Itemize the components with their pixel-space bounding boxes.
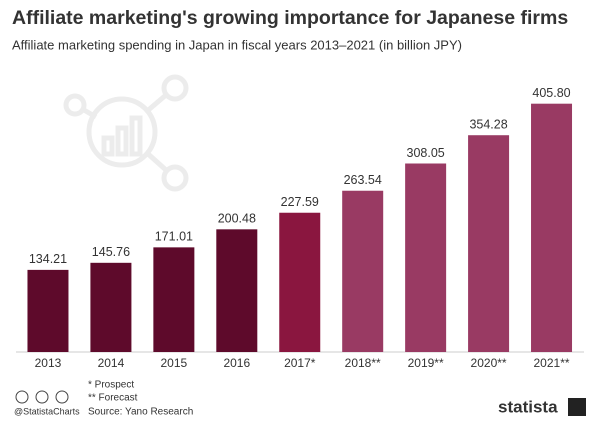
x-tick-label: 2020** [471,356,507,370]
note: ** Forecast [88,393,138,404]
x-tick-label: 2013 [35,356,62,370]
x-tick-label: 2021** [534,356,570,370]
bar [531,103,573,352]
cc-icons [15,390,69,404]
value-label: 171.01 [155,230,193,244]
brand-logo [568,398,586,416]
value-label: 200.48 [218,212,256,226]
value-label: 263.54 [344,173,382,187]
value-label: 145.76 [92,245,130,259]
x-tick-label: 2015 [161,356,188,370]
bar [216,229,258,352]
chart-title: Affiliate marketing's growing importance… [12,7,568,29]
x-tick-label: 2019** [408,356,444,370]
x-tick-label: 2016 [223,356,250,370]
x-tick-label: 2018** [345,356,381,370]
x-tick-label: 2014 [98,356,125,370]
bar [90,262,132,352]
x-tick-label: 2017* [284,356,316,370]
bar [153,247,195,352]
chart-subtitle: Affiliate marketing spending in Japan in… [12,37,462,52]
source: Source: Yano Research [88,407,193,418]
credit: @StatistaCharts [14,406,80,416]
value-label: 354.28 [469,118,507,132]
value-label: 308.05 [407,146,445,160]
bar [405,163,447,352]
value-label: 405.80 [532,86,570,100]
bar [27,269,69,352]
note: * Prospect [88,380,134,391]
bar [468,135,510,352]
brand: statista [498,397,558,416]
background-icon [63,74,189,192]
value-label: 227.59 [281,195,319,209]
value-label: 134.21 [29,252,67,266]
bar [279,212,321,352]
bar [342,190,384,352]
